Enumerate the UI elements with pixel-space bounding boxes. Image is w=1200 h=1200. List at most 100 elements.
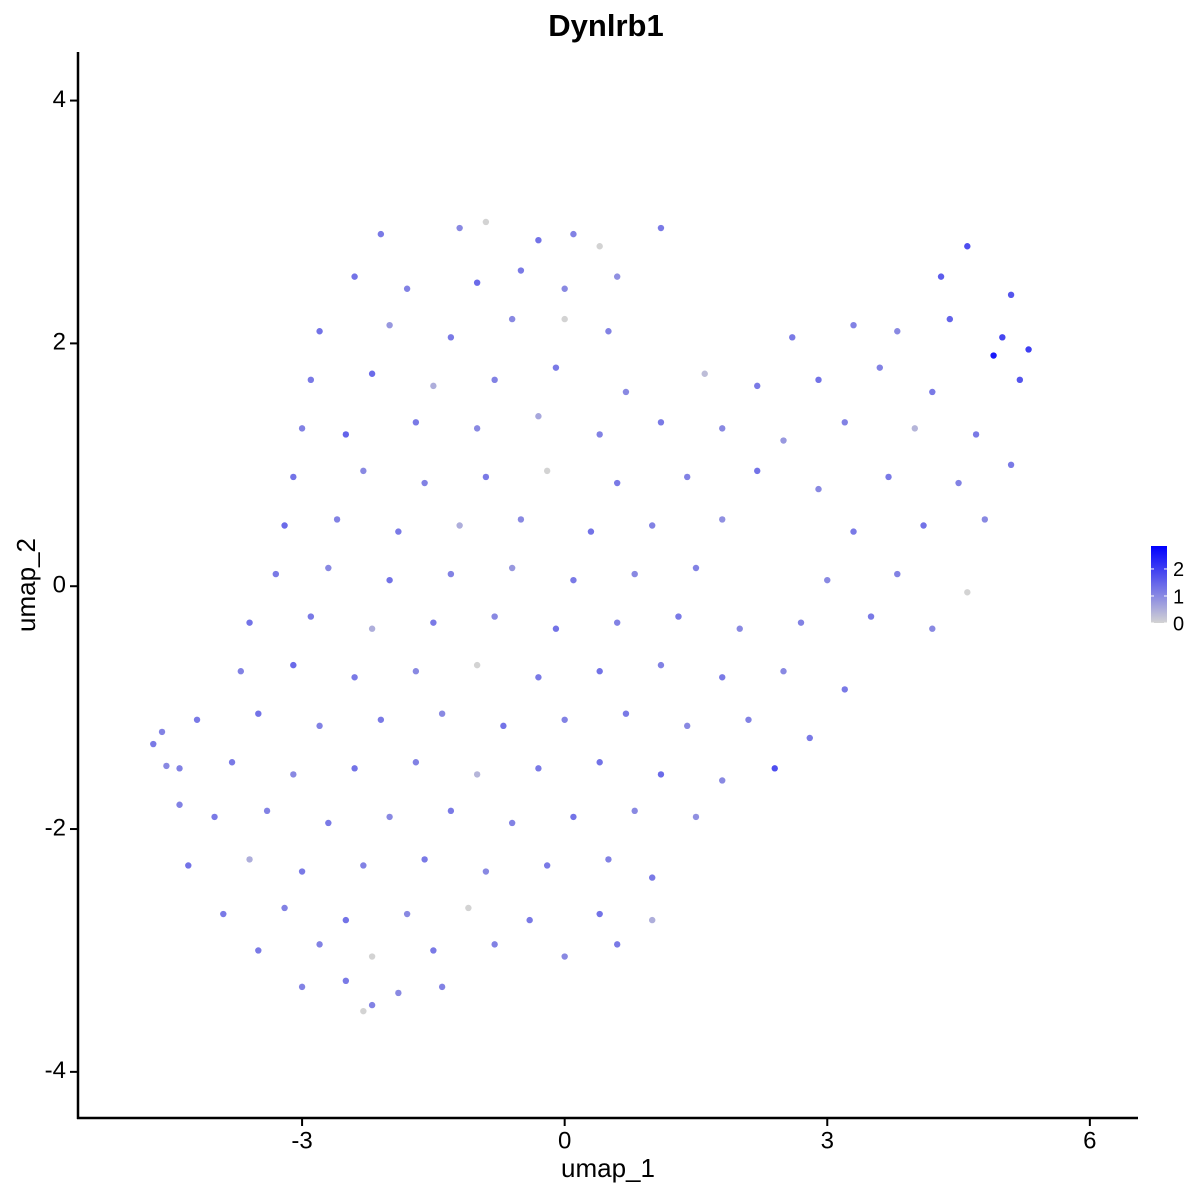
point	[596, 759, 603, 766]
point	[552, 625, 560, 632]
point	[596, 910, 603, 918]
point	[964, 589, 971, 596]
point	[605, 328, 612, 335]
point	[596, 668, 603, 675]
point	[482, 868, 490, 875]
point	[692, 813, 700, 821]
point	[613, 941, 621, 948]
point	[649, 874, 656, 881]
point	[176, 765, 183, 772]
point	[491, 613, 498, 620]
point	[473, 425, 481, 432]
point	[771, 765, 778, 772]
point	[596, 243, 603, 250]
point	[482, 218, 490, 226]
point	[850, 321, 857, 329]
point	[929, 625, 936, 632]
point	[929, 388, 936, 396]
point	[684, 722, 691, 730]
point	[955, 479, 962, 487]
point	[675, 613, 682, 620]
point	[351, 765, 358, 772]
chart-title: Dynlrb1	[548, 8, 663, 43]
point	[535, 674, 542, 681]
point	[631, 570, 638, 578]
point	[754, 382, 761, 390]
point	[228, 759, 236, 766]
point	[587, 528, 595, 535]
x-axis-label: umap_1	[561, 1153, 655, 1183]
point	[972, 431, 980, 438]
point	[570, 813, 577, 821]
colorbar	[1151, 546, 1167, 623]
point	[246, 619, 253, 626]
point	[298, 983, 306, 991]
point	[745, 716, 752, 723]
point	[552, 364, 560, 371]
point	[377, 716, 385, 723]
point	[220, 910, 227, 918]
point	[386, 576, 393, 584]
point	[876, 364, 883, 371]
point	[333, 516, 341, 523]
point	[307, 376, 315, 384]
point	[447, 334, 455, 341]
point	[360, 1007, 367, 1015]
point	[290, 771, 297, 778]
point	[561, 953, 568, 960]
point	[237, 668, 245, 675]
point	[421, 479, 428, 487]
point	[360, 862, 367, 869]
point	[438, 983, 446, 991]
point	[596, 431, 603, 438]
point	[325, 564, 332, 572]
point	[412, 419, 420, 426]
point	[946, 315, 954, 323]
point	[368, 1001, 376, 1009]
point	[613, 479, 621, 487]
point	[605, 856, 612, 863]
y-tick-label: -4	[45, 1057, 66, 1084]
point	[867, 613, 875, 620]
point	[447, 807, 455, 815]
point	[281, 904, 288, 912]
point	[150, 740, 157, 748]
point	[430, 947, 437, 954]
point	[543, 862, 551, 869]
point	[456, 224, 463, 232]
point	[719, 425, 726, 432]
point	[719, 777, 726, 784]
point	[754, 467, 761, 475]
point	[1016, 376, 1024, 384]
point	[535, 765, 542, 772]
point	[613, 273, 621, 280]
point	[325, 819, 332, 827]
point	[176, 801, 183, 808]
point	[211, 813, 218, 821]
point	[465, 904, 472, 912]
point	[193, 716, 201, 723]
point	[473, 279, 481, 286]
point	[263, 807, 271, 815]
point	[649, 522, 656, 529]
point	[412, 759, 420, 766]
point	[684, 473, 691, 481]
point	[386, 813, 393, 821]
point	[508, 564, 516, 572]
point	[535, 236, 542, 244]
point	[1007, 291, 1015, 299]
point	[351, 273, 358, 280]
colorbar-label: 1	[1173, 586, 1184, 608]
x-tick-label: 3	[821, 1127, 834, 1154]
point	[438, 710, 446, 717]
point	[885, 473, 892, 481]
point	[964, 243, 971, 250]
colorbar-label: 0	[1173, 613, 1184, 635]
point	[920, 522, 927, 529]
point	[631, 807, 638, 815]
point	[255, 710, 262, 717]
point	[482, 473, 490, 481]
point	[351, 674, 358, 681]
point	[657, 771, 665, 778]
